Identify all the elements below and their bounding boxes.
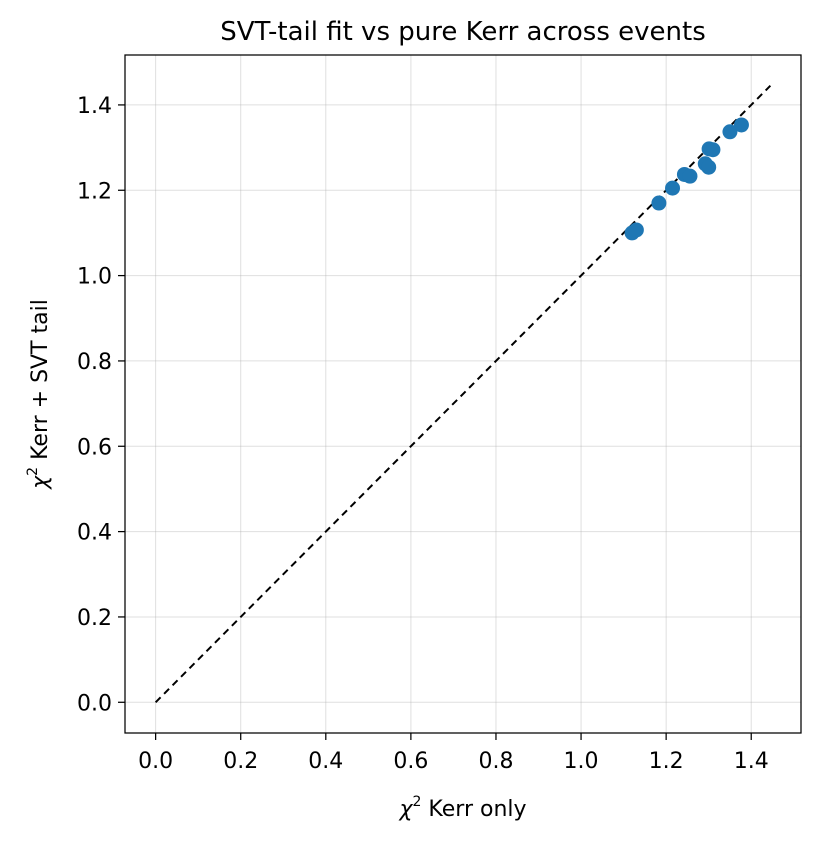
y-axis: 0.0 0.2 0.4 0.6 0.8 1.0 1.2 1.4 (77, 94, 125, 716)
x-axis-label-text: Kerr only (421, 797, 526, 822)
data-point (733, 117, 749, 133)
y-tick-label: 0.6 (77, 435, 112, 460)
y-axis-label-text: Kerr + SVT tail (28, 299, 53, 467)
data-point (682, 168, 698, 184)
x-tick-label: 1.4 (734, 749, 769, 774)
x-axis-label: χ2 Kerr only (398, 794, 526, 822)
y-tick-label: 0.8 (77, 350, 112, 375)
y-tick-label: 0.4 (77, 521, 112, 546)
y-tick-label: 1.4 (77, 94, 112, 119)
data-point (701, 159, 717, 175)
data-point (665, 180, 681, 196)
y-axis-label-symbol: χ (28, 475, 53, 490)
y-tick-label: 0.0 (77, 691, 112, 716)
x-tick-label: 0.6 (393, 749, 428, 774)
x-axis: 0.0 0.2 0.4 0.6 0.8 1.0 1.2 1.4 (138, 733, 769, 774)
y-tick-label: 1.2 (77, 179, 112, 204)
data-point (705, 142, 721, 158)
x-tick-label: 0.8 (478, 749, 513, 774)
data-points (624, 117, 749, 241)
grid (125, 55, 801, 733)
data-point (628, 222, 644, 238)
y-axis-label-sup: 2 (25, 467, 41, 476)
data-point (651, 195, 667, 211)
plot-frame (124, 54, 802, 734)
y-tick-label: 1.0 (77, 265, 112, 290)
x-axis-label-sup: 2 (413, 794, 422, 810)
x-tick-label: 0.2 (223, 749, 258, 774)
x-tick-label: 1.0 (564, 749, 599, 774)
y-tick-label: 0.2 (77, 606, 112, 631)
chart-title: SVT-tail fit vs pure Kerr across events (220, 17, 706, 47)
x-tick-label: 1.2 (649, 749, 684, 774)
x-tick-label: 0.4 (308, 749, 343, 774)
y-axis-label: χ2 Kerr + SVT tail (25, 299, 53, 490)
x-axis-label-symbol: χ (398, 797, 413, 822)
x-tick-label: 0.0 (138, 749, 173, 774)
data-point (722, 124, 738, 140)
